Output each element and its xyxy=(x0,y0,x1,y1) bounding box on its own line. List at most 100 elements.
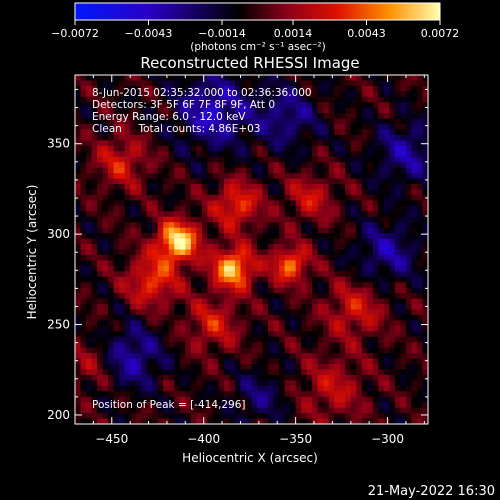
heatmap-cell xyxy=(312,113,319,120)
heatmap-cell xyxy=(102,178,109,185)
heatmap-cell xyxy=(130,233,137,239)
heatmap-cell xyxy=(301,347,308,354)
heatmap-cell xyxy=(306,91,313,98)
heatmap-cell xyxy=(416,211,423,218)
heatmap-cell xyxy=(383,129,390,136)
heatmap-cell xyxy=(212,364,219,370)
heatmap-cell xyxy=(372,364,379,370)
heatmap-cell xyxy=(284,167,291,174)
heatmap-cell xyxy=(323,134,330,141)
heatmap-cell xyxy=(168,118,175,125)
heatmap-cell xyxy=(268,124,274,130)
heatmap-cell xyxy=(328,184,335,190)
x-axis-label: Heliocentric X (arcsec) xyxy=(182,451,318,465)
heatmap-cell xyxy=(229,385,236,392)
heatmap-cell xyxy=(405,107,412,114)
heatmap-cell xyxy=(334,75,341,81)
heatmap-cell xyxy=(378,107,385,114)
heatmap-cell xyxy=(416,244,423,250)
heatmap-cell xyxy=(257,358,263,365)
heatmap-cell xyxy=(334,118,341,125)
heatmap-cell xyxy=(207,102,214,109)
heatmap-cell xyxy=(119,304,126,310)
heatmap-cell xyxy=(323,162,330,169)
heatmap-cell xyxy=(135,287,142,294)
heatmap-cell xyxy=(372,151,379,158)
heatmap-cell xyxy=(152,129,159,136)
heatmap-cell xyxy=(218,331,225,338)
heatmap-cell xyxy=(394,134,401,141)
heatmap-cell xyxy=(163,238,170,245)
heatmap-cell xyxy=(367,75,374,81)
heatmap-cell xyxy=(130,320,137,327)
heatmap-cell xyxy=(234,222,241,229)
heatmap-cell xyxy=(102,342,109,349)
heatmap-cell xyxy=(312,129,319,136)
heatmap-cell xyxy=(190,140,197,147)
heatmap-cell xyxy=(284,374,291,381)
heatmap-cell xyxy=(152,374,159,381)
heatmap-cell xyxy=(174,385,181,392)
heatmap-cell xyxy=(212,271,219,278)
heatmap-cell xyxy=(367,342,374,349)
heatmap-cell xyxy=(141,407,148,414)
heatmap-cell xyxy=(75,298,81,305)
heatmap-cell xyxy=(306,184,313,190)
heatmap-cell xyxy=(229,293,236,299)
heatmap-cell xyxy=(273,336,280,343)
heatmap-cell xyxy=(279,309,285,316)
heatmap-cell xyxy=(422,418,429,425)
heatmap-cell xyxy=(141,265,148,272)
heatmap-cell xyxy=(207,385,214,392)
heatmap-cell xyxy=(378,140,385,147)
heatmap-cell xyxy=(86,374,92,381)
heatmap-cell xyxy=(207,353,214,359)
heatmap-cell xyxy=(240,254,247,261)
heatmap-cell xyxy=(75,353,81,359)
heatmap-cell xyxy=(328,238,335,245)
heatmap-cell xyxy=(97,113,103,120)
heatmap-cell xyxy=(350,325,357,332)
heatmap-cell xyxy=(405,320,412,327)
heatmap-cell xyxy=(405,271,412,278)
heatmap-cell xyxy=(383,167,390,174)
heatmap-cell xyxy=(201,271,208,278)
heatmap-cell xyxy=(334,233,341,239)
heatmap-cell xyxy=(306,364,313,370)
heatmap-cell xyxy=(245,151,252,158)
heatmap-cell xyxy=(367,364,374,370)
heatmap-cell xyxy=(201,413,208,419)
heatmap-cell xyxy=(190,293,197,299)
heatmap-cell xyxy=(240,276,247,283)
heatmap-cell xyxy=(350,205,357,212)
heatmap-cell xyxy=(279,358,285,365)
heatmap-cell xyxy=(279,304,285,310)
heatmap-cell xyxy=(372,211,379,218)
heatmap-cell xyxy=(80,325,87,332)
heatmap-cell xyxy=(102,194,109,201)
heatmap-cell xyxy=(234,260,241,267)
heatmap-cell xyxy=(389,178,396,185)
heatmap-cell xyxy=(290,107,297,114)
heatmap-cell xyxy=(383,314,390,321)
heatmap-cell xyxy=(350,189,357,196)
heatmap-cell xyxy=(245,260,252,267)
heatmap-cell xyxy=(163,102,170,109)
heatmap-cell xyxy=(356,156,363,163)
heatmap-cell xyxy=(130,342,137,349)
heatmap-cell xyxy=(268,298,274,305)
heatmap-cell xyxy=(119,385,126,392)
heatmap-cell xyxy=(350,211,357,218)
heatmap-cell xyxy=(174,140,181,147)
heatmap-cell xyxy=(361,194,368,201)
heatmap-cell xyxy=(190,358,197,365)
heatmap-cell xyxy=(152,184,159,190)
heatmap-cell xyxy=(323,211,330,218)
heatmap-cell xyxy=(190,364,197,370)
heatmap-cell xyxy=(361,254,368,261)
heatmap-cell xyxy=(328,320,335,327)
heatmap-cell xyxy=(185,140,192,147)
heatmap-cell xyxy=(113,145,120,152)
heatmap-cell xyxy=(389,407,396,414)
heatmap-cell xyxy=(86,233,92,239)
